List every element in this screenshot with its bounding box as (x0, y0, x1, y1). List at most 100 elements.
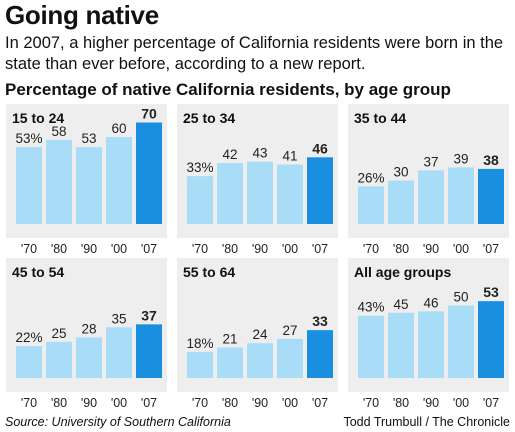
subhead-line-2: state than ever before, according to a n… (5, 55, 366, 73)
data-label: 41 (282, 149, 297, 164)
data-label: 46 (423, 295, 438, 310)
data-label: 70 (141, 106, 157, 122)
bar (217, 163, 243, 224)
bar (478, 301, 504, 378)
panel-title: 45 to 54 (12, 264, 64, 280)
data-label: 39 (453, 151, 468, 166)
bar (247, 161, 273, 224)
data-label: 46 (312, 140, 328, 156)
x-tick-label: '80 (393, 396, 409, 410)
x-tick-label: '80 (51, 396, 67, 410)
x-tick-label: '00 (282, 242, 298, 256)
bar (76, 337, 102, 378)
bar (16, 346, 42, 378)
data-label: 24 (252, 327, 268, 342)
bar (307, 157, 333, 224)
data-label: 43% (357, 300, 384, 315)
x-tick-label: '70 (192, 242, 208, 256)
bar (106, 327, 132, 378)
chart-heading: Percentage of native California resident… (5, 80, 451, 99)
data-label: 25 (51, 326, 66, 341)
x-tick-label: '90 (423, 242, 439, 256)
x-tick-label: '70 (363, 242, 379, 256)
data-label: 37 (423, 154, 438, 169)
data-label: 21 (222, 332, 237, 347)
data-label: 35 (111, 311, 126, 326)
x-tick-label: '70 (21, 396, 37, 410)
data-label: 18% (186, 336, 213, 351)
x-tick-label: '80 (51, 242, 67, 256)
data-label: 33% (186, 160, 213, 175)
panel-title: All age groups (354, 264, 451, 280)
data-label: 28 (81, 321, 96, 336)
data-label: 60 (111, 121, 126, 136)
bar (217, 347, 243, 378)
bar (448, 167, 474, 224)
x-tick-label: '00 (453, 242, 469, 256)
data-label: 22% (15, 330, 42, 345)
x-tick-label: '70 (363, 396, 379, 410)
bar (388, 180, 414, 224)
bar (46, 139, 72, 224)
data-label: 50 (453, 290, 468, 305)
bar (358, 186, 384, 224)
panel-title: 15 to 24 (12, 110, 64, 126)
x-tick-label: '07 (312, 396, 328, 410)
x-tick-label: '70 (21, 242, 37, 256)
x-tick-label: '00 (282, 396, 298, 410)
x-tick-label: '90 (423, 396, 439, 410)
x-tick-label: '90 (252, 396, 268, 410)
bar (418, 170, 444, 224)
bar (136, 122, 162, 224)
bar (16, 147, 42, 224)
headline: Going native (5, 0, 159, 30)
x-tick-label: '07 (483, 242, 499, 256)
bar (478, 168, 504, 224)
panel-title: 25 to 34 (183, 110, 235, 126)
bar (358, 315, 384, 378)
bar (418, 311, 444, 378)
bar (448, 305, 474, 378)
x-tick-label: '70 (192, 396, 208, 410)
data-label: 53 (483, 284, 499, 300)
bar (277, 338, 303, 378)
source-note: Source: University of Southern Californi… (5, 415, 231, 429)
x-tick-label: '80 (222, 242, 238, 256)
x-tick-label: '00 (111, 396, 127, 410)
data-label: 26% (357, 170, 384, 185)
data-label: 43 (252, 146, 267, 161)
x-tick-label: '07 (483, 396, 499, 410)
bar (277, 164, 303, 224)
bar (307, 330, 333, 378)
credit-note: Todd Trumbull / The Chronicle (343, 415, 510, 429)
x-tick-label: '90 (81, 396, 97, 410)
bar (76, 147, 102, 224)
data-label: 58 (51, 124, 66, 139)
data-label: 30 (393, 165, 408, 180)
x-tick-label: '80 (222, 396, 238, 410)
bar (187, 351, 213, 378)
subhead-line-1: In 2007, a higher percentage of Californ… (5, 34, 504, 52)
x-tick-label: '07 (141, 396, 157, 410)
panel-title: 35 to 44 (354, 110, 406, 126)
data-label: 45 (393, 297, 408, 312)
bar (388, 312, 414, 378)
data-label: 33 (312, 313, 328, 329)
bar (136, 324, 162, 378)
bar (106, 137, 132, 224)
bar (187, 176, 213, 224)
data-label: 53% (15, 131, 42, 146)
x-tick-label: '07 (141, 242, 157, 256)
data-label: 27 (282, 323, 297, 338)
data-label: 37 (141, 307, 157, 323)
x-tick-label: '90 (81, 242, 97, 256)
x-tick-label: '00 (111, 242, 127, 256)
x-tick-label: '00 (453, 396, 469, 410)
bar (247, 343, 273, 378)
panel-title: 55 to 64 (183, 264, 235, 280)
x-tick-label: '80 (393, 242, 409, 256)
data-label: 42 (222, 147, 237, 162)
data-label: 53 (81, 131, 96, 146)
x-tick-label: '90 (252, 242, 268, 256)
